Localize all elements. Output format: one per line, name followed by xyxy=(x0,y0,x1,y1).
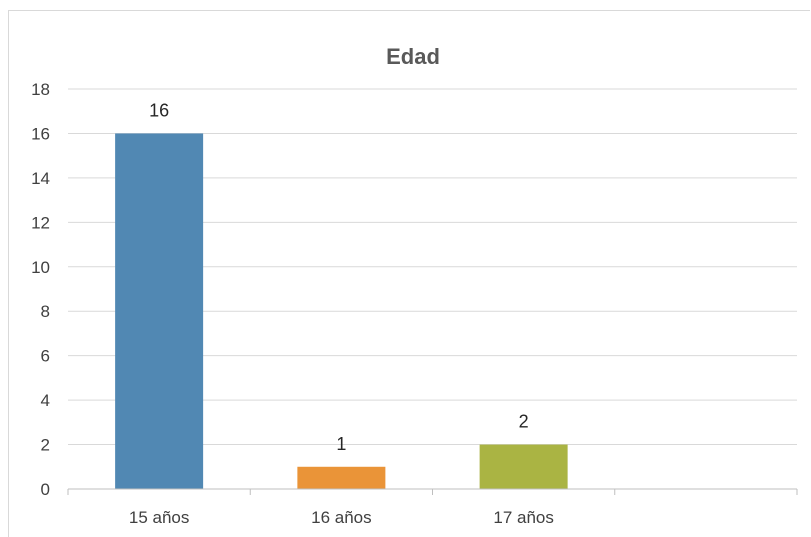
chart-frame xyxy=(8,10,810,537)
y-tick-label-14: 14 xyxy=(31,169,50,188)
y-tick-label-18: 18 xyxy=(31,80,50,99)
category-labels: 15 años 16 años 17 años xyxy=(129,508,554,527)
category-label-1: 15 años xyxy=(129,508,190,527)
y-axis-ticks: 0 2 4 6 8 10 12 14 16 18 xyxy=(31,80,50,499)
y-tick-label-0: 0 xyxy=(41,480,50,499)
bar-3 xyxy=(479,444,568,489)
y-tick-label-8: 8 xyxy=(41,302,50,321)
data-label-2: 1 xyxy=(336,434,346,454)
bar-1 xyxy=(115,133,204,489)
bar-2 xyxy=(297,466,386,489)
bars xyxy=(115,133,568,489)
data-label-1: 16 xyxy=(149,100,169,120)
y-tick-label-4: 4 xyxy=(41,391,50,410)
category-label-3: 17 años xyxy=(493,508,554,527)
y-tick-label-12: 12 xyxy=(31,213,50,232)
y-tick-label-16: 16 xyxy=(31,124,50,143)
y-tick-label-6: 6 xyxy=(41,347,50,366)
category-label-2: 16 años xyxy=(311,508,372,527)
gridlines xyxy=(68,88,797,446)
y-tick-label-2: 2 xyxy=(41,436,50,455)
data-label-3: 2 xyxy=(519,412,529,432)
y-tick-label-10: 10 xyxy=(31,258,50,277)
x-axis xyxy=(67,488,798,495)
chart-title: Edad xyxy=(386,44,440,69)
